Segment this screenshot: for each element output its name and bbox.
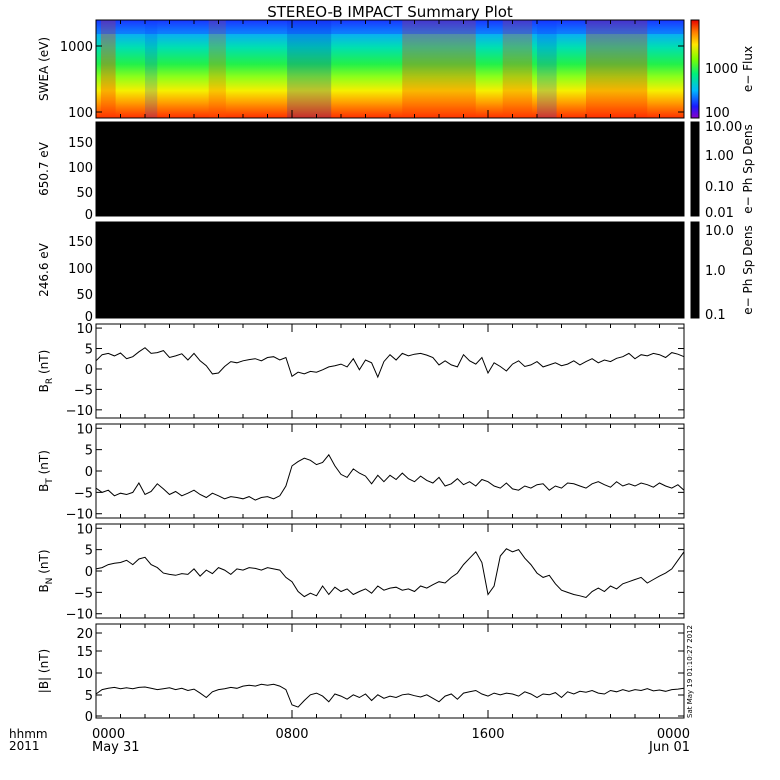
bmag-ytick-label: 15 — [76, 645, 93, 660]
pad246-colorbar — [690, 221, 700, 319]
br-ytick-label: 5 — [85, 343, 93, 358]
bn-ylabel: BN (nT) — [37, 549, 55, 592]
pad246-spectrogram — [96, 222, 684, 318]
pad246-ytick-label: 150 — [68, 235, 93, 250]
pad246-colorbar-label: e− Ph Sp Dens — [741, 225, 755, 314]
br-ytick-label: −10 — [66, 404, 93, 419]
swea-colorbar — [690, 19, 700, 119]
bmag-ytick-label: 10 — [76, 667, 93, 682]
panel-bn: 10 5 0 −5 −10 BN (nT) — [37, 522, 685, 623]
bt-ytick-label: −10 — [66, 508, 93, 523]
plot-title: STEREO-B IMPACT Summary Plot — [267, 3, 513, 21]
swea-colorbar-label: e− Flux — [741, 46, 755, 92]
swea-streak — [100, 20, 116, 118]
swea-ytick-label: 1000 — [60, 40, 93, 55]
pad650-colorbar-tick: 10.00 — [705, 120, 742, 135]
pad650-colorbar-tick: 0.10 — [705, 180, 734, 195]
swea-streak — [402, 20, 476, 118]
bmag-ytick-label: 20 — [76, 627, 93, 642]
panel-bt: 10 5 0 −5 −10 BT (nT) — [37, 422, 685, 523]
swea-colorbar-tick: 1000 — [705, 62, 738, 77]
br-series-line — [95, 347, 685, 379]
bmag-ytick-label: 0 — [85, 710, 93, 725]
pad246-ytick-label: 50 — [76, 288, 93, 303]
panel-swea: 1000 100 SWEA (eV) 1000 100 e− Flux — [37, 19, 755, 121]
bn-ytick-label: −5 — [74, 586, 93, 601]
time-tick-label: 1600 — [471, 727, 504, 742]
bmag-ytick-label: 5 — [85, 689, 93, 704]
axis-year-label: 2011 — [9, 739, 40, 753]
swea-colorbar-tick: 100 — [705, 106, 730, 121]
br-ytick-label: 0 — [85, 363, 93, 378]
bt-frame — [95, 423, 685, 519]
date-tick-label: May 31 — [92, 740, 140, 755]
bmag-ylabel: |B| (nT) — [37, 649, 51, 693]
swea-ylabel: SWEA (eV) — [37, 37, 51, 101]
panel-bmag: 20 15 10 5 0 |B| (nT) — [37, 623, 685, 725]
panel-pad650: 150 100 50 0 650.7 eV 10.00 1.00 0.10 0.01 e− Ph … — [37, 120, 755, 223]
pad650-ytick-label: 50 — [76, 186, 93, 201]
bn-series-line — [95, 548, 685, 599]
pad650-colorbar-label: e− Ph Sp Dens — [741, 124, 755, 213]
timestamp-label: Sat May 19 01:10:27 2012 — [686, 625, 694, 718]
time-tick-label: 0800 — [275, 727, 308, 742]
pad650-ytick-label: 0 — [85, 208, 93, 223]
panel-pad246: 150 100 50 0 246.6 eV 10.0 1.0 0.1 e− Ph Sp Dens — [37, 221, 755, 325]
pad246-ytick-label: 0 — [85, 310, 93, 325]
bmag-frame — [95, 623, 685, 719]
swea-streak — [502, 20, 533, 118]
pad650-colorbar-tick: 1.00 — [705, 149, 734, 164]
pad650-colorbar-tick: 0.01 — [705, 206, 734, 221]
time-tick-label: 0000 — [657, 727, 690, 742]
time-tick-label: 0000 — [92, 727, 125, 742]
pad246-colorbar-tick: 10.0 — [705, 224, 734, 239]
br-ytick-label: −5 — [74, 383, 93, 398]
pad650-spectrogram — [96, 122, 684, 216]
bt-series-line — [95, 453, 685, 501]
bn-ytick-label: 10 — [76, 522, 93, 537]
bn-ytick-label: −10 — [66, 608, 93, 623]
swea-streak — [287, 20, 332, 118]
pad650-ylabel: 650.7 eV — [37, 141, 51, 196]
pad246-colorbar-tick: 1.0 — [705, 264, 726, 279]
br-frame — [95, 323, 685, 419]
bn-frame — [95, 523, 685, 619]
bn-ytick-label: 0 — [85, 565, 93, 580]
swea-streak — [537, 20, 557, 118]
date-tick-label: Jun 01 — [648, 740, 690, 755]
pad246-colorbar-tick: 0.1 — [705, 308, 726, 323]
bt-ytick-label: 10 — [76, 422, 93, 437]
pad246-ylabel: 246.6 eV — [37, 242, 51, 297]
swea-streak — [145, 20, 158, 118]
bn-ytick-label: 5 — [85, 544, 93, 559]
pad650-ytick-label: 100 — [68, 161, 93, 176]
bt-ylabel: BT (nT) — [37, 450, 55, 492]
br-ytick-label: 10 — [76, 322, 93, 337]
pad650-colorbar — [690, 121, 700, 217]
swea-streak — [586, 20, 648, 118]
panel-br: 10 5 0 −5 −10 BR (nT) — [37, 322, 685, 419]
bmag-series-line — [95, 683, 685, 708]
pad650-ytick-label: 150 — [68, 136, 93, 151]
bt-ytick-label: −5 — [74, 486, 93, 501]
br-ylabel: BR (nT) — [37, 350, 55, 393]
bt-ytick-label: 5 — [85, 444, 93, 459]
swea-spectrogram — [96, 20, 684, 118]
pad246-ytick-label: 100 — [68, 262, 93, 277]
bt-ytick-label: 0 — [85, 465, 93, 480]
axis-hhmm-label: hhmm — [9, 727, 48, 741]
swea-streak — [208, 20, 226, 118]
swea-ytick-label: 100 — [68, 106, 93, 121]
